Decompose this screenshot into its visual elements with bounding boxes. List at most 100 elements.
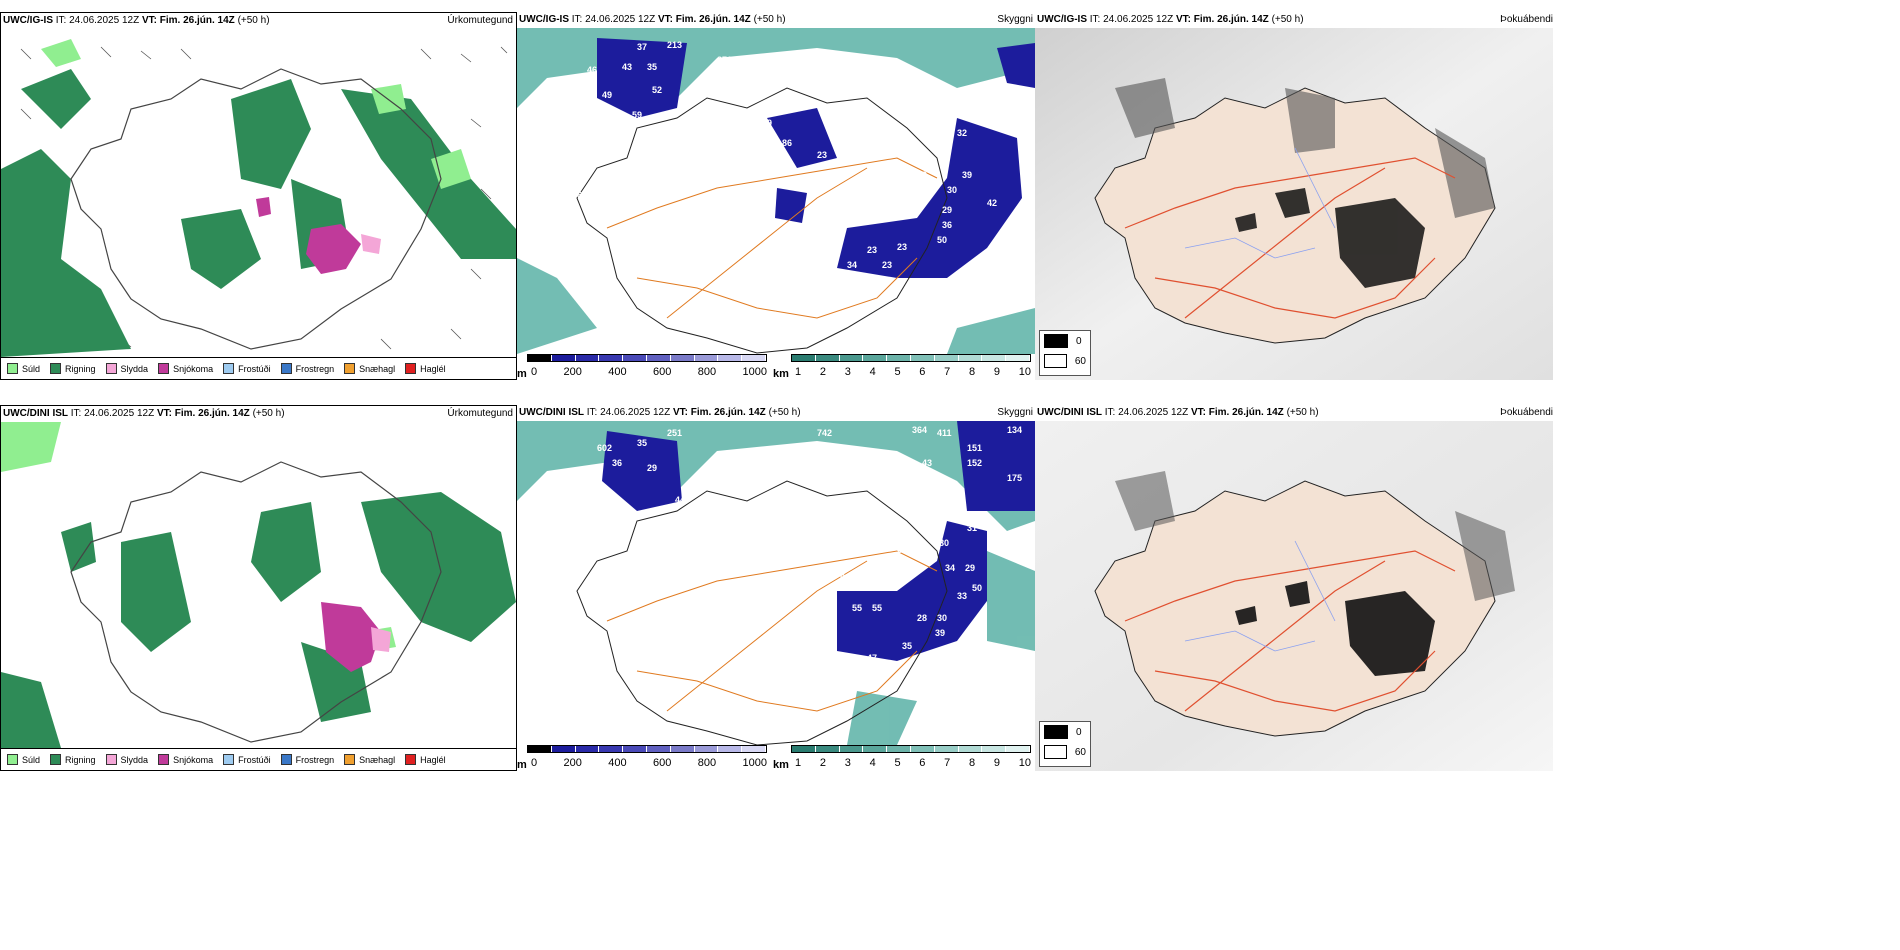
visibility-value-label: 107 — [927, 92, 942, 102]
panel-title: UWC/IG-IS IT: 24.06.2025 12Z VT: Fim. 26… — [519, 14, 786, 25]
visibility-value-label: 55 — [840, 573, 850, 583]
visibility-value-label: 24 — [872, 285, 882, 295]
fog-legend: 0 60 — [1039, 721, 1091, 767]
visibility-value-label: 411 — [937, 428, 952, 438]
visibility-scale: km 1 2 3 4 5 6 7 8 9 10 — [773, 354, 1035, 380]
visibility-value-label: 50 — [937, 235, 947, 245]
fog-map-svg — [1035, 421, 1553, 771]
visibility-value-label: 39 — [917, 170, 927, 180]
visibility-value-label: 43 — [622, 62, 632, 72]
visibility-value-label: 61 — [577, 190, 587, 200]
visibility-value-label: 23 — [817, 150, 827, 160]
legend-item-rain: Rigning — [50, 363, 96, 374]
visibility-value-label: 213 — [667, 40, 682, 50]
panel-corner-label: Úrkomutegund — [447, 15, 513, 26]
fog-dense — [1235, 581, 1435, 676]
visibility-value-label: 33 — [957, 591, 967, 601]
visibility-map: 37 213 371 46 43 35 49 52 59 59 76 107 96 35 32 86 23 39 3… — [517, 28, 1035, 354]
visibility-value-label: 110 — [862, 210, 877, 220]
visibility-value-label: 29 — [942, 205, 952, 215]
visibility-value-label: 46 — [827, 248, 837, 258]
visibility-value-label: 57 — [742, 275, 752, 285]
visibility-value-label: 29 — [647, 463, 657, 473]
legend-item-freezing-drizzle: Frostúði — [223, 754, 271, 765]
fog-map — [1035, 28, 1553, 380]
fog-moderate — [1115, 78, 1495, 218]
visibility-value-label: 35 — [902, 641, 912, 651]
precip-type-panel-bottom: UWC/DINI ISL IT: 24.06.2025 12Z VT: Fim.… — [0, 405, 517, 771]
legend-item-snow-pellets: Snæhagl — [344, 754, 395, 765]
panel-corner-label: Þokuábendi — [1500, 14, 1553, 25]
legend-item-snow-pellets: Snæhagl — [344, 363, 395, 374]
rivers — [1184, 540, 1336, 652]
panel-corner-label: Skyggni — [997, 407, 1033, 418]
visibility-value-label: 50 — [767, 713, 777, 723]
road-network — [1124, 157, 1456, 319]
visibility-value-label: 371 — [717, 55, 732, 65]
legend-item-rain: Rigning — [50, 754, 96, 765]
cloudbase-scale: m 0 200 400 600 800 1000 — [517, 745, 769, 771]
visibility-panel-top: UWC/IG-IS IT: 24.06.2025 12Z VT: Fim. 26… — [517, 12, 1035, 380]
snow-areas — [256, 197, 361, 274]
iceland-outline — [576, 87, 948, 354]
legend-item-hail: Haglél — [405, 754, 446, 765]
fog-moderate — [1115, 471, 1515, 601]
visibility-value-label: 99 — [837, 210, 847, 220]
road-network — [606, 157, 938, 319]
visibility-value-label: 96 — [932, 135, 942, 145]
visibility-value-label: 63 — [779, 596, 789, 606]
visibility-value-label: 39 — [962, 170, 972, 180]
visibility-value-label: 602 — [597, 443, 612, 453]
visibility-value-label: 68 — [897, 545, 907, 555]
road-network — [1124, 550, 1456, 712]
visibility-value-label: 44 — [675, 495, 685, 505]
visibility-value-label: 49 — [602, 90, 612, 100]
visibility-value-label: 36 — [612, 458, 622, 468]
visibility-value-label: 742 — [817, 428, 832, 438]
visibility-value-label: 37 — [637, 42, 647, 52]
precip-legend: Súld Rigning Slydda Snjókoma Frostúði Fr… — [1, 748, 516, 770]
iceland-outline — [576, 480, 948, 745]
visibility-value-label: 34 — [945, 563, 955, 573]
legend-item-freezing-drizzle: Frostúði — [223, 363, 271, 374]
precip-map — [1, 422, 516, 748]
visibility-value-label: 152 — [967, 458, 982, 468]
cloud-base-areas — [597, 38, 1035, 278]
rain-areas — [1, 69, 516, 357]
precip-map-svg — [1, 422, 516, 748]
visibility-value-label: 29 — [965, 563, 975, 573]
panel-corner-label: Úrkomutegund — [447, 408, 513, 419]
legend-item-snow: Snjókoma — [158, 363, 213, 374]
legend-item-drizzle: Súld — [7, 754, 40, 765]
visibility-value-label: 52 — [652, 85, 662, 95]
precip-type-panel-top: UWC/IG-IS IT: 24.06.2025 12Z VT: Fim. 26… — [0, 12, 517, 380]
legend-item-freezing-rain: Frostregn — [280, 754, 334, 765]
road-network — [606, 550, 938, 712]
visibility-value-label: 251 — [667, 428, 682, 438]
visibility-value-label: 364 — [912, 425, 927, 435]
fog-panel-bottom: UWC/DINI ISL IT: 24.06.2025 12Z VT: Fim.… — [1035, 405, 1553, 771]
visibility-value-label: 23 — [882, 260, 892, 270]
legend-item-freezing-rain: Frostregn — [280, 363, 334, 374]
cloudbase-scale: m 0 200 400 600 800 1000 — [517, 354, 769, 380]
precip-map-svg — [1, 29, 516, 357]
visibility-value-label: 80 — [939, 538, 949, 548]
legend-item-drizzle: Súld — [7, 363, 40, 374]
visibility-value-label: 76 — [922, 98, 932, 108]
iceland-outline — [70, 461, 442, 743]
visibility-value-label: 86 — [782, 138, 792, 148]
legend-item-sleet: Slydda — [105, 363, 148, 374]
sleet-areas — [371, 627, 391, 652]
visibility-value-label: 35 — [937, 115, 947, 125]
visibility-value-label: 43 — [922, 458, 932, 468]
visibility-value-label: 31 — [967, 523, 977, 533]
panel-corner-label: Þokuábendi — [1500, 407, 1553, 418]
legend-item-sleet: Slydda — [105, 754, 148, 765]
visibility-value-label: 42 — [987, 198, 997, 208]
fog-legend: 0 60 — [1039, 330, 1091, 376]
visibility-value-label: 134 — [1007, 425, 1022, 435]
